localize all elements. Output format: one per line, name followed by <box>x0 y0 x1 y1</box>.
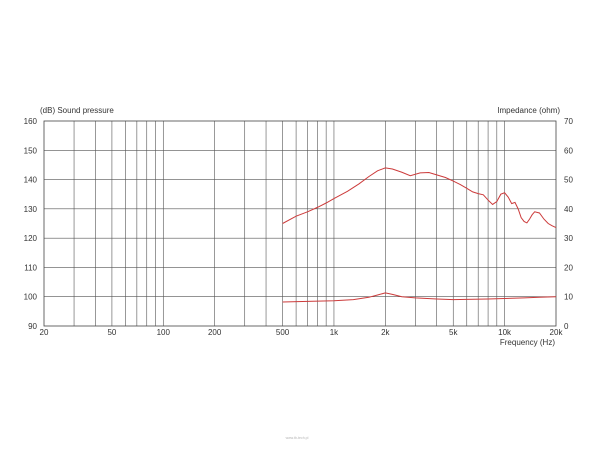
x-tick-label: 5k <box>449 328 458 337</box>
y-right-tick-label: 20 <box>564 263 573 272</box>
x-tick-label: 2k <box>381 328 390 337</box>
y-left-tick-label: 160 <box>24 117 38 126</box>
y-left-tick-label: 100 <box>24 293 38 302</box>
y-left-tick-label: 130 <box>24 205 38 214</box>
impedance-curve <box>282 292 557 303</box>
x-tick-label: 500 <box>276 328 290 337</box>
x-tick-label: 200 <box>208 328 222 337</box>
y-right-tick-label: 10 <box>564 293 573 302</box>
y-right-tick-label: 50 <box>564 176 573 185</box>
y-right-tick-label: 30 <box>564 234 573 243</box>
x-tick-label: 50 <box>107 328 116 337</box>
x-tick-label: 100 <box>157 328 171 337</box>
x-axis-title: Frequency (Hz) <box>500 338 555 347</box>
plot-frame <box>43 120 557 327</box>
grid-lines <box>44 121 556 326</box>
y-right-tick-label: 40 <box>564 205 573 214</box>
y-left-tick-label: 140 <box>24 176 38 185</box>
x-tick-label: 20 <box>40 328 49 337</box>
y-left-axis-title: (dB) Sound pressure <box>40 106 114 115</box>
x-tick-label: 20k <box>550 328 564 337</box>
y-left-tick-label: 150 <box>24 146 38 155</box>
y-right-tick-label: 70 <box>564 117 573 126</box>
curves <box>282 167 557 303</box>
x-tick-label: 1k <box>330 328 339 337</box>
watermark: www.tb-tech.pl <box>286 436 309 440</box>
y-right-axis-title: Impedance (ohm) <box>497 106 560 115</box>
sound-pressure-curve <box>282 167 557 229</box>
x-tick-label: 10k <box>498 328 512 337</box>
y-left-tick-label: 90 <box>28 322 37 331</box>
y-right-tick-label: 0 <box>564 322 569 331</box>
y-left-tick-label: 110 <box>24 263 37 272</box>
y-left-tick-label: 120 <box>24 234 38 243</box>
y-right-tick-label: 60 <box>564 146 573 155</box>
axis-labels: 20 50 100 200 500 1k 2k 5k 10k 20k901001101201301… <box>24 117 574 337</box>
